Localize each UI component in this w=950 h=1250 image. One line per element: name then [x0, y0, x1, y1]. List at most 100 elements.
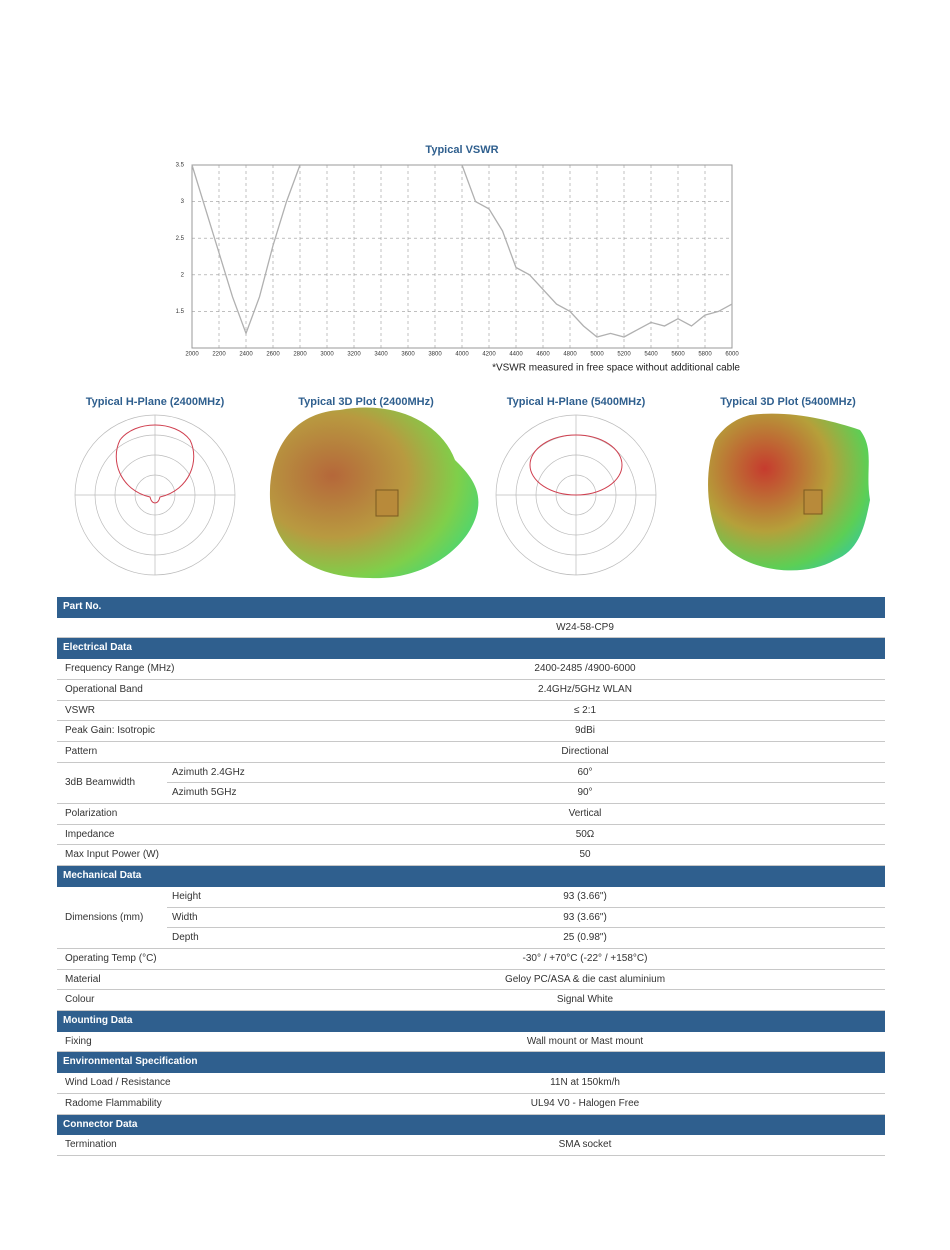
x-tick-label: 2400 — [239, 352, 253, 358]
x-tick-label: 4200 — [482, 352, 496, 358]
x-tick-label: 4000 — [455, 352, 469, 358]
y-tick-label: 1.5 — [176, 309, 185, 315]
value: 2.4GHz/5GHz WLAN — [538, 683, 632, 695]
y-tick-label: 3.5 — [176, 163, 185, 169]
row-rule — [57, 761, 885, 763]
h-plane-pattern — [115, 424, 195, 504]
value: 90° — [577, 787, 593, 799]
section-header: Environmental Specification — [57, 1052, 885, 1074]
x-tick-label: 4400 — [509, 352, 523, 358]
x-tick-label: 4800 — [563, 352, 577, 358]
value: -30° / +70°C (-22° / +158°C) — [522, 952, 648, 964]
polar-grid — [74, 414, 657, 576]
value: SMA socket — [558, 1139, 612, 1151]
x-tick-label: 4600 — [536, 352, 550, 358]
row-rule — [57, 678, 885, 680]
label: VSWR — [65, 704, 95, 716]
label: Wind Load / Resistance — [65, 1077, 171, 1089]
label: Material — [65, 973, 101, 985]
antenna — [375, 489, 399, 517]
section-header: Mechanical Data — [57, 866, 885, 887]
figure-title: Typical H-Plane (5400MHz) — [507, 396, 646, 408]
label: Termination — [65, 1139, 117, 1151]
row-rule — [57, 720, 885, 722]
x-tick-label: 3200 — [347, 352, 361, 358]
label: Polarization — [65, 808, 118, 819]
x-tick-label: 3000 — [320, 352, 334, 358]
footnote: *VSWR measured in free space without add… — [492, 363, 740, 374]
row-rule — [57, 740, 885, 742]
value: 50 — [579, 849, 591, 861]
row-rule — [167, 782, 885, 784]
value: Wall mount or Mast mount — [526, 1035, 644, 1047]
sub-label: Width — [172, 911, 198, 923]
value: UL94 V0 - Halogen Free — [530, 1097, 640, 1109]
row-rule — [57, 947, 885, 949]
x-tick-label: 5800 — [698, 352, 712, 358]
value: Directional — [561, 745, 609, 757]
value: Vertical — [568, 808, 602, 819]
section-header: Connector Data — [57, 1114, 885, 1136]
value: 9dBi — [574, 725, 595, 737]
value: 93 (3.66") — [563, 911, 607, 923]
figure-title: Typical H-Plane (2400MHz) — [86, 396, 225, 408]
value: 93 (3.66") — [563, 890, 607, 902]
row-rule — [167, 906, 885, 908]
row-rule — [57, 803, 885, 804]
value: 60° — [577, 766, 593, 778]
figures: Typical VSWR *VSWR measured in free spac… — [74, 144, 870, 579]
x-tick-label: 2000 — [185, 352, 199, 358]
row-rule — [57, 1092, 885, 1094]
y-tick-label: 2 — [181, 272, 185, 278]
value: 11N at 150km/h — [550, 1077, 620, 1089]
row-rule — [57, 1113, 885, 1115]
x-tick-label: 5000 — [590, 352, 604, 358]
label: Max Input Power (W) — [65, 849, 159, 861]
chart-title: Typical VSWR — [425, 144, 498, 156]
label: 3dB Beamwidth — [65, 776, 136, 788]
sub-label: Azimuth 5GHz — [172, 787, 237, 799]
3d-plot — [708, 413, 870, 571]
row-rule — [57, 865, 885, 867]
x-tick-label: 5200 — [617, 352, 631, 358]
value: 2400-2485 /4900-6000 — [534, 663, 636, 675]
x-tick-label: 5600 — [671, 352, 685, 358]
x-tick-label: 3600 — [401, 352, 415, 358]
label: Radome Flammability — [65, 1097, 162, 1109]
label: Peak Gain: Isotropic — [65, 725, 156, 737]
row-rule — [57, 637, 885, 639]
figure-title: Typical 3D Plot (5400MHz) — [720, 396, 856, 408]
row-rule — [167, 927, 885, 929]
x-tick-label: 3800 — [428, 352, 442, 358]
x-tick-label: 3400 — [374, 352, 388, 358]
row-rule — [57, 1010, 885, 1011]
row-rule — [57, 823, 885, 825]
value: Geloy PC/ASA & die cast aluminium — [504, 973, 666, 985]
x-tick-label: 2600 — [266, 352, 280, 358]
vswr-line — [191, 164, 733, 338]
value: W24-58-CP9 — [556, 621, 614, 633]
section-header: Part No. — [57, 597, 885, 618]
label: Frequency Range (MHz) — [65, 663, 175, 675]
row-rule — [57, 1154, 885, 1156]
row-rule — [57, 968, 885, 970]
x-tick-label: 6000 — [725, 352, 739, 358]
row-rule — [57, 1051, 885, 1053]
h-plane-pattern — [529, 434, 623, 496]
y-tick-label: 3 — [181, 199, 185, 205]
x-tick-label: 5400 — [644, 352, 658, 358]
section-header: Electrical Data — [57, 638, 885, 660]
3d-plot — [269, 407, 479, 579]
sub-label: Depth — [172, 932, 199, 944]
value: 25 (0.98") — [563, 932, 607, 944]
antenna — [803, 489, 823, 515]
x-tick-label: 2200 — [212, 352, 226, 358]
sub-label: Azimuth 2.4GHz — [172, 766, 245, 778]
value: ≤ 2:1 — [573, 704, 597, 716]
label: Colour — [65, 994, 95, 1006]
label: Operational Band — [65, 683, 143, 695]
x-tick-label: 2800 — [293, 352, 307, 358]
value: Signal White — [556, 994, 614, 1006]
value: 50Ω — [575, 828, 595, 840]
